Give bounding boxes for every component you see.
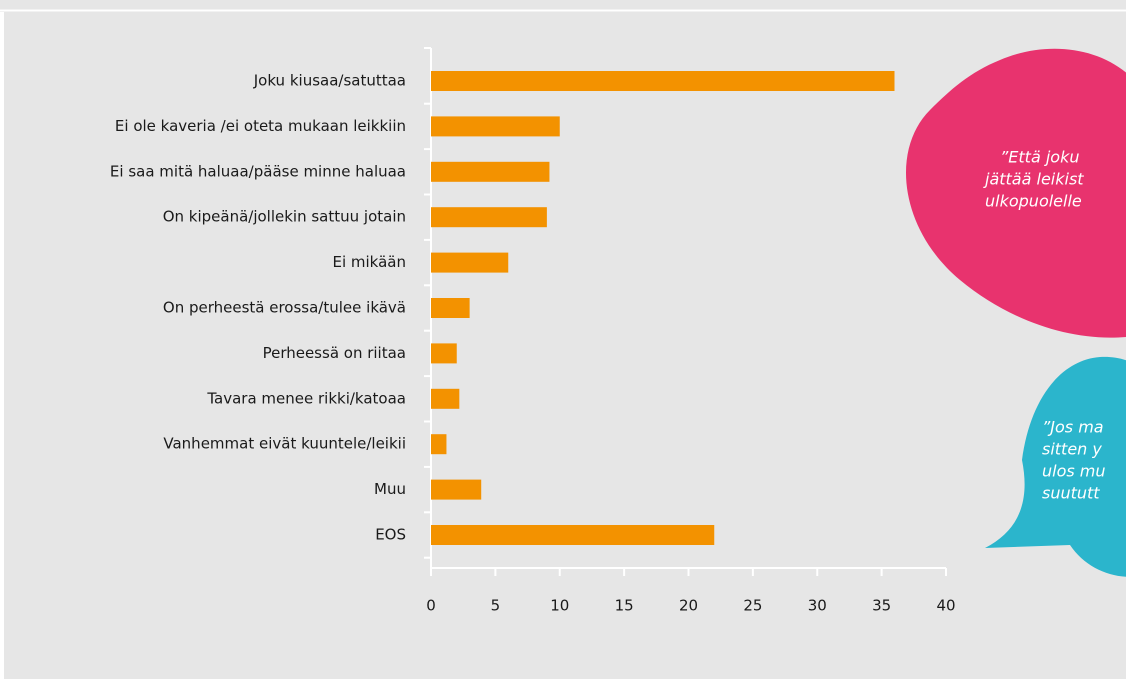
bar — [431, 252, 509, 273]
bar — [431, 298, 470, 318]
category-label: Tavara menee rikki/katoaa — [206, 389, 406, 407]
x-tick-label: 10 — [550, 597, 569, 615]
category-label: On perheestä erossa/tulee ikävä — [163, 299, 406, 317]
category-label: Ei mikään — [332, 253, 406, 271]
top-band — [0, 0, 1126, 10]
x-tick-label: 0 — [426, 597, 436, 615]
quote-line: suututt — [1042, 484, 1100, 503]
category-label: Joku kiusaa/satuttaa — [253, 72, 406, 90]
bar — [431, 343, 457, 364]
x-tick-label: 15 — [615, 597, 634, 615]
bar — [431, 388, 460, 409]
quote-line: ”Että joku — [1000, 148, 1079, 167]
x-tick-label: 20 — [679, 597, 698, 615]
bar — [431, 434, 447, 455]
bar — [431, 116, 560, 137]
quote-line: jättää leikist — [983, 170, 1084, 189]
quote-line: ulos mu — [1042, 462, 1106, 481]
category-label: Ei saa mitä haluaa/pääse minne haluaa — [110, 162, 406, 180]
bar — [431, 525, 715, 545]
category-label: On kipeänä/jollekin sattuu jotain — [163, 208, 406, 226]
category-label: Vanhemmat eivät kuuntele/leikii — [163, 435, 406, 453]
x-tick-label: 40 — [936, 597, 955, 615]
speech-bubble — [906, 48, 1126, 338]
x-tick-label: 5 — [491, 597, 501, 615]
category-label: Ei ole kaveria /ei oteta mukaan leikkiin — [115, 117, 406, 135]
quote-line: ”Jos ma — [1042, 418, 1104, 437]
x-tick-label: 30 — [808, 597, 827, 615]
quote-line: ulkopuolelle — [985, 192, 1082, 211]
category-label: Perheessä on riitaa — [263, 344, 406, 362]
speech-bubble — [985, 356, 1126, 577]
category-label: Muu — [374, 480, 406, 498]
bar — [431, 71, 895, 91]
x-tick-label: 35 — [872, 597, 891, 615]
bar — [431, 479, 482, 500]
bar — [431, 161, 550, 182]
bar — [431, 207, 547, 228]
category-label: EOS — [375, 526, 406, 544]
x-tick-label: 25 — [743, 597, 762, 615]
quote-line: sitten y — [1042, 440, 1102, 459]
